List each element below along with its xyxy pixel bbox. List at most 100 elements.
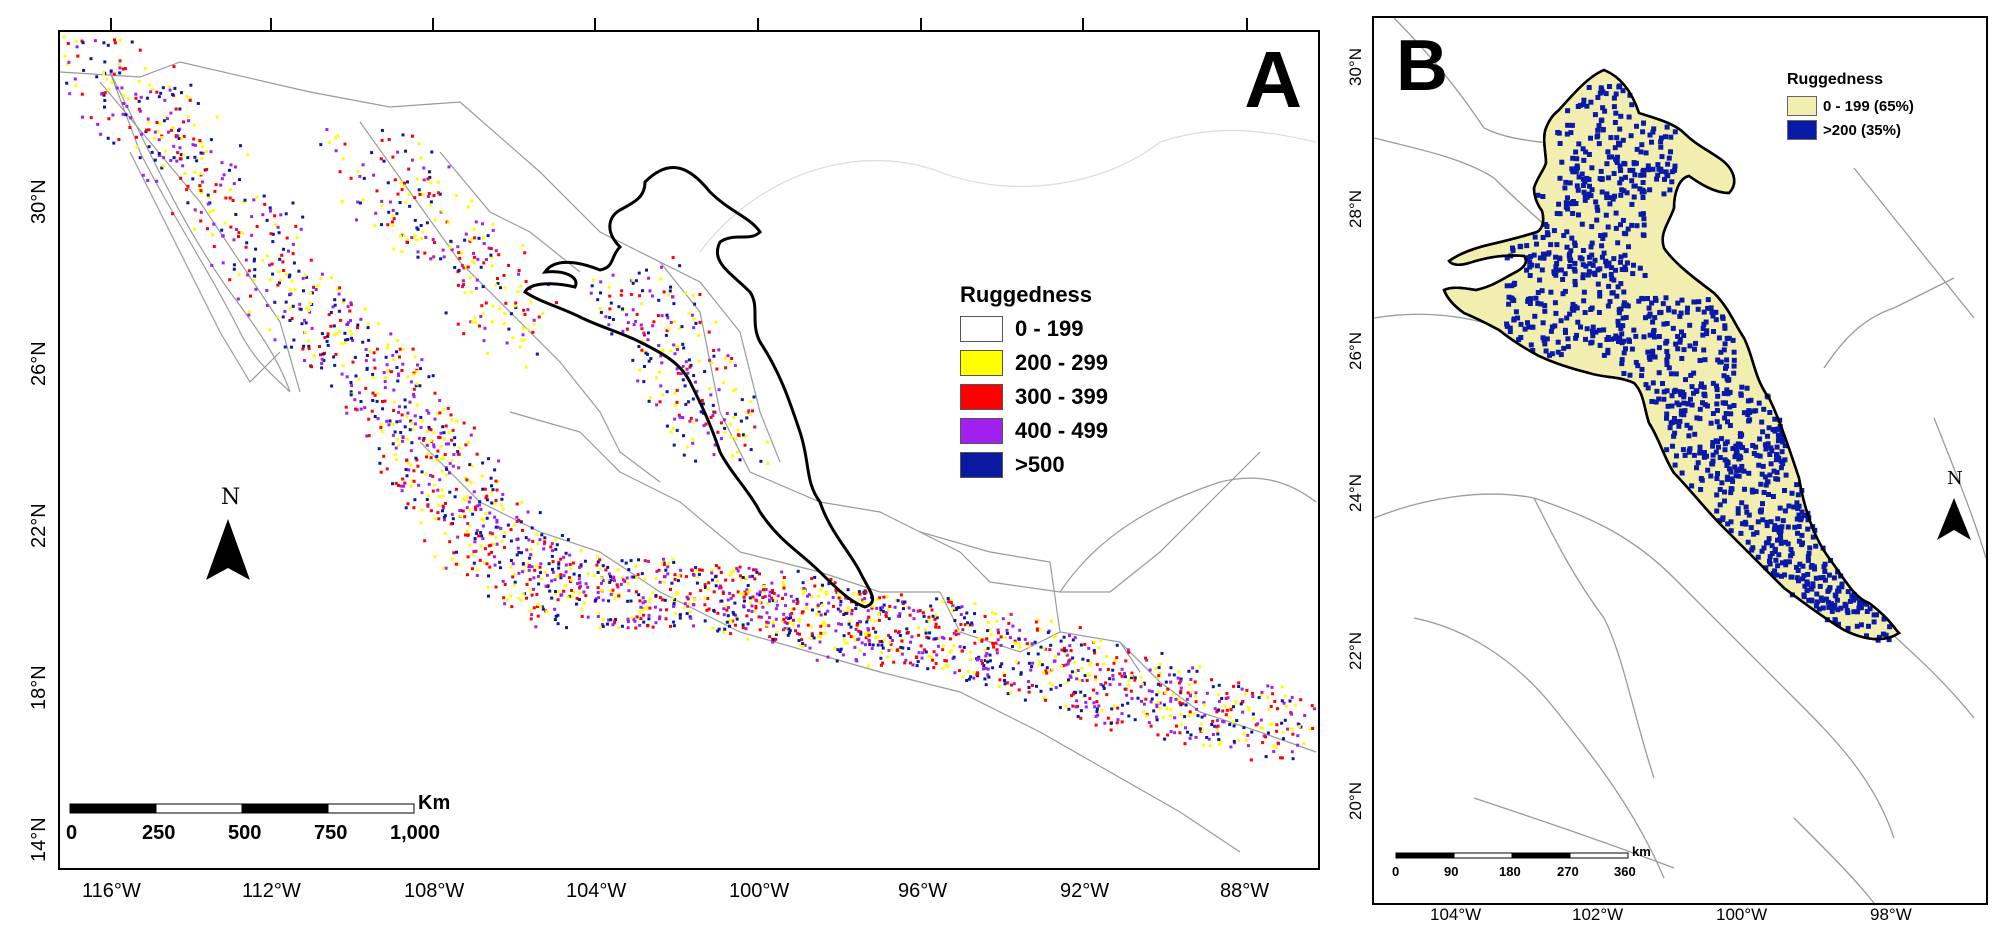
- raster-cell: [626, 321, 630, 325]
- raster-cell: [1155, 693, 1159, 697]
- raster-cell: [232, 238, 236, 242]
- legend-item-4: >500: [960, 452, 1065, 478]
- raster-cell: [405, 415, 409, 419]
- raster-cell: [1069, 649, 1073, 653]
- raster-cell: [1030, 665, 1034, 669]
- raster-cell: [379, 426, 383, 429]
- raster-cell: [579, 584, 582, 588]
- raster-cell: [1115, 643, 1119, 647]
- raster-cell: [344, 338, 348, 342]
- raster-cell: [453, 443, 456, 447]
- raster-cell-b: [1600, 89, 1606, 95]
- raster-cell: [707, 581, 711, 585]
- raster-cell: [481, 285, 485, 289]
- raster-cell: [1185, 697, 1189, 701]
- raster-cell: [1250, 730, 1254, 734]
- raster-cell: [570, 578, 573, 582]
- raster-cell: [169, 111, 173, 115]
- raster-cell: [965, 611, 969, 615]
- raster-cell-b: [1565, 336, 1571, 342]
- raster-cell: [1036, 618, 1040, 622]
- raster-cell-b: [1658, 168, 1664, 174]
- raster-cell-b: [1553, 254, 1559, 260]
- raster-cell: [148, 83, 152, 87]
- raster-cell: [771, 590, 774, 594]
- raster-cell: [491, 228, 495, 232]
- raster-cell: [349, 303, 353, 307]
- raster-cell: [1178, 731, 1182, 735]
- raster-cell: [700, 568, 704, 572]
- raster-cell: [1133, 718, 1137, 722]
- raster-cell: [988, 627, 992, 631]
- raster-cell: [373, 393, 377, 397]
- raster-cell: [365, 354, 369, 357]
- raster-cell-b: [1603, 91, 1609, 97]
- raster-cell-b: [1579, 221, 1585, 227]
- raster-cell: [238, 178, 241, 182]
- raster-cell: [1127, 679, 1131, 683]
- raster-cell: [345, 411, 349, 415]
- raster-cell: [356, 200, 360, 204]
- raster-cell: [1231, 720, 1235, 724]
- raster-cell: [501, 507, 505, 511]
- raster-cell: [242, 200, 246, 204]
- raster-cell: [523, 313, 527, 316]
- raster-cell: [376, 417, 380, 421]
- raster-cell: [878, 596, 882, 600]
- raster-cell-b: [1838, 605, 1844, 611]
- raster-cell: [1252, 717, 1256, 721]
- raster-cell-b: [1567, 311, 1573, 317]
- raster-cell: [641, 289, 644, 293]
- raster-cell: [346, 305, 350, 309]
- raster-cell: [526, 308, 530, 312]
- raster-cell: [502, 322, 506, 326]
- raster-cell: [1201, 728, 1205, 732]
- raster-cell: [305, 275, 309, 279]
- raster-cell: [1083, 694, 1087, 698]
- raster-cell-b: [1559, 159, 1565, 165]
- raster-cell: [607, 618, 611, 622]
- raster-cell: [1193, 680, 1197, 684]
- raster-cell: [790, 607, 794, 611]
- study-region-map-svg: [1374, 18, 1986, 903]
- raster-cell: [803, 589, 807, 593]
- raster-cell: [970, 623, 974, 627]
- raster-cell-b: [1639, 142, 1645, 148]
- raster-cell-b: [1670, 325, 1676, 331]
- raster-cell: [391, 224, 395, 227]
- raster-cell-b: [1629, 102, 1635, 108]
- raster-cell: [835, 591, 839, 595]
- raster-cell: [199, 219, 203, 223]
- raster-cell-b: [1524, 267, 1530, 273]
- raster-cell-b: [1672, 430, 1678, 436]
- raster-cell: [1127, 650, 1131, 654]
- raster-cell-b: [1568, 248, 1574, 254]
- raster-cell: [489, 253, 493, 257]
- raster-cell: [474, 286, 478, 290]
- raster-cell: [483, 326, 487, 330]
- raster-cell: [1113, 704, 1116, 708]
- raster-cell-b: [1565, 195, 1570, 201]
- raster-cell: [293, 288, 297, 292]
- raster-cell: [841, 609, 845, 613]
- raster-cell-b: [1611, 95, 1617, 101]
- raster-cell: [1044, 647, 1047, 651]
- raster-cell-b: [1740, 445, 1745, 451]
- raster-cell: [685, 612, 689, 615]
- raster-cell-b: [1776, 435, 1782, 441]
- raster-cell: [737, 433, 741, 437]
- raster-cell: [798, 632, 801, 636]
- raster-cell: [789, 616, 792, 620]
- raster-cell-b: [1548, 328, 1554, 334]
- raster-cell-b: [1645, 385, 1651, 391]
- raster-cell: [544, 584, 548, 588]
- raster-cell-b: [1845, 625, 1851, 631]
- raster-cell: [450, 438, 454, 442]
- raster-cell: [659, 265, 663, 269]
- raster-cell: [1291, 757, 1295, 761]
- raster-cell: [1177, 681, 1181, 685]
- raster-cell: [456, 450, 460, 454]
- raster-cell: [366, 326, 370, 330]
- raster-cell: [282, 247, 285, 251]
- raster-cell: [397, 410, 401, 414]
